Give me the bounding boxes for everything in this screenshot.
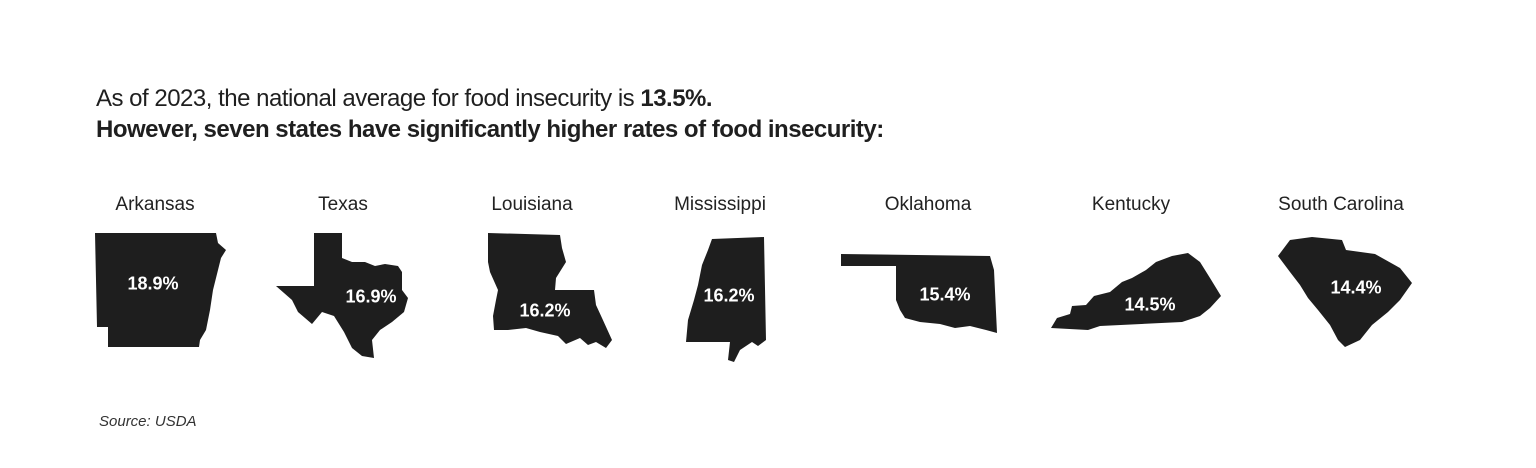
state-shape-mississippi bbox=[686, 237, 766, 362]
state-name-texas: Texas bbox=[318, 194, 368, 215]
state-shape-kentucky bbox=[1051, 253, 1221, 330]
value-label-kentucky: 14.5% bbox=[1124, 294, 1176, 315]
value-label-south-carolina: 14.4% bbox=[1330, 277, 1382, 298]
source-note: Source: USDA bbox=[99, 413, 197, 430]
state-name-south-carolina: South Carolina bbox=[1278, 194, 1404, 215]
value-label-arkansas: 18.9% bbox=[127, 273, 179, 294]
state-name-arkansas: Arkansas bbox=[115, 194, 195, 215]
value-label-oklahoma: 15.4% bbox=[919, 284, 971, 305]
state-shape-oklahoma bbox=[841, 254, 997, 333]
state-name-oklahoma: Oklahoma bbox=[884, 194, 972, 215]
national-average-value: 13.5%. bbox=[640, 85, 713, 112]
headline-national-average: As of 2023, the national average for foo… bbox=[96, 85, 713, 113]
value-label-texas: 16.9% bbox=[345, 286, 397, 307]
value-label-louisiana: 16.2% bbox=[519, 300, 571, 321]
headline-text: As of 2023, the national average for foo… bbox=[96, 85, 641, 112]
state-name-louisiana: Louisiana bbox=[491, 194, 573, 215]
state-shape-arkansas bbox=[95, 233, 226, 347]
state-name-mississippi: Mississippi bbox=[674, 194, 766, 215]
headline-subtitle: However, seven states have significantly… bbox=[96, 116, 884, 143]
state-shape-texas bbox=[276, 233, 408, 358]
state-name-kentucky: Kentucky bbox=[1091, 194, 1171, 215]
value-label-mississippi: 16.2% bbox=[703, 285, 755, 306]
state-shape-louisiana bbox=[488, 233, 612, 348]
state-shape-south-carolina bbox=[1278, 237, 1412, 347]
